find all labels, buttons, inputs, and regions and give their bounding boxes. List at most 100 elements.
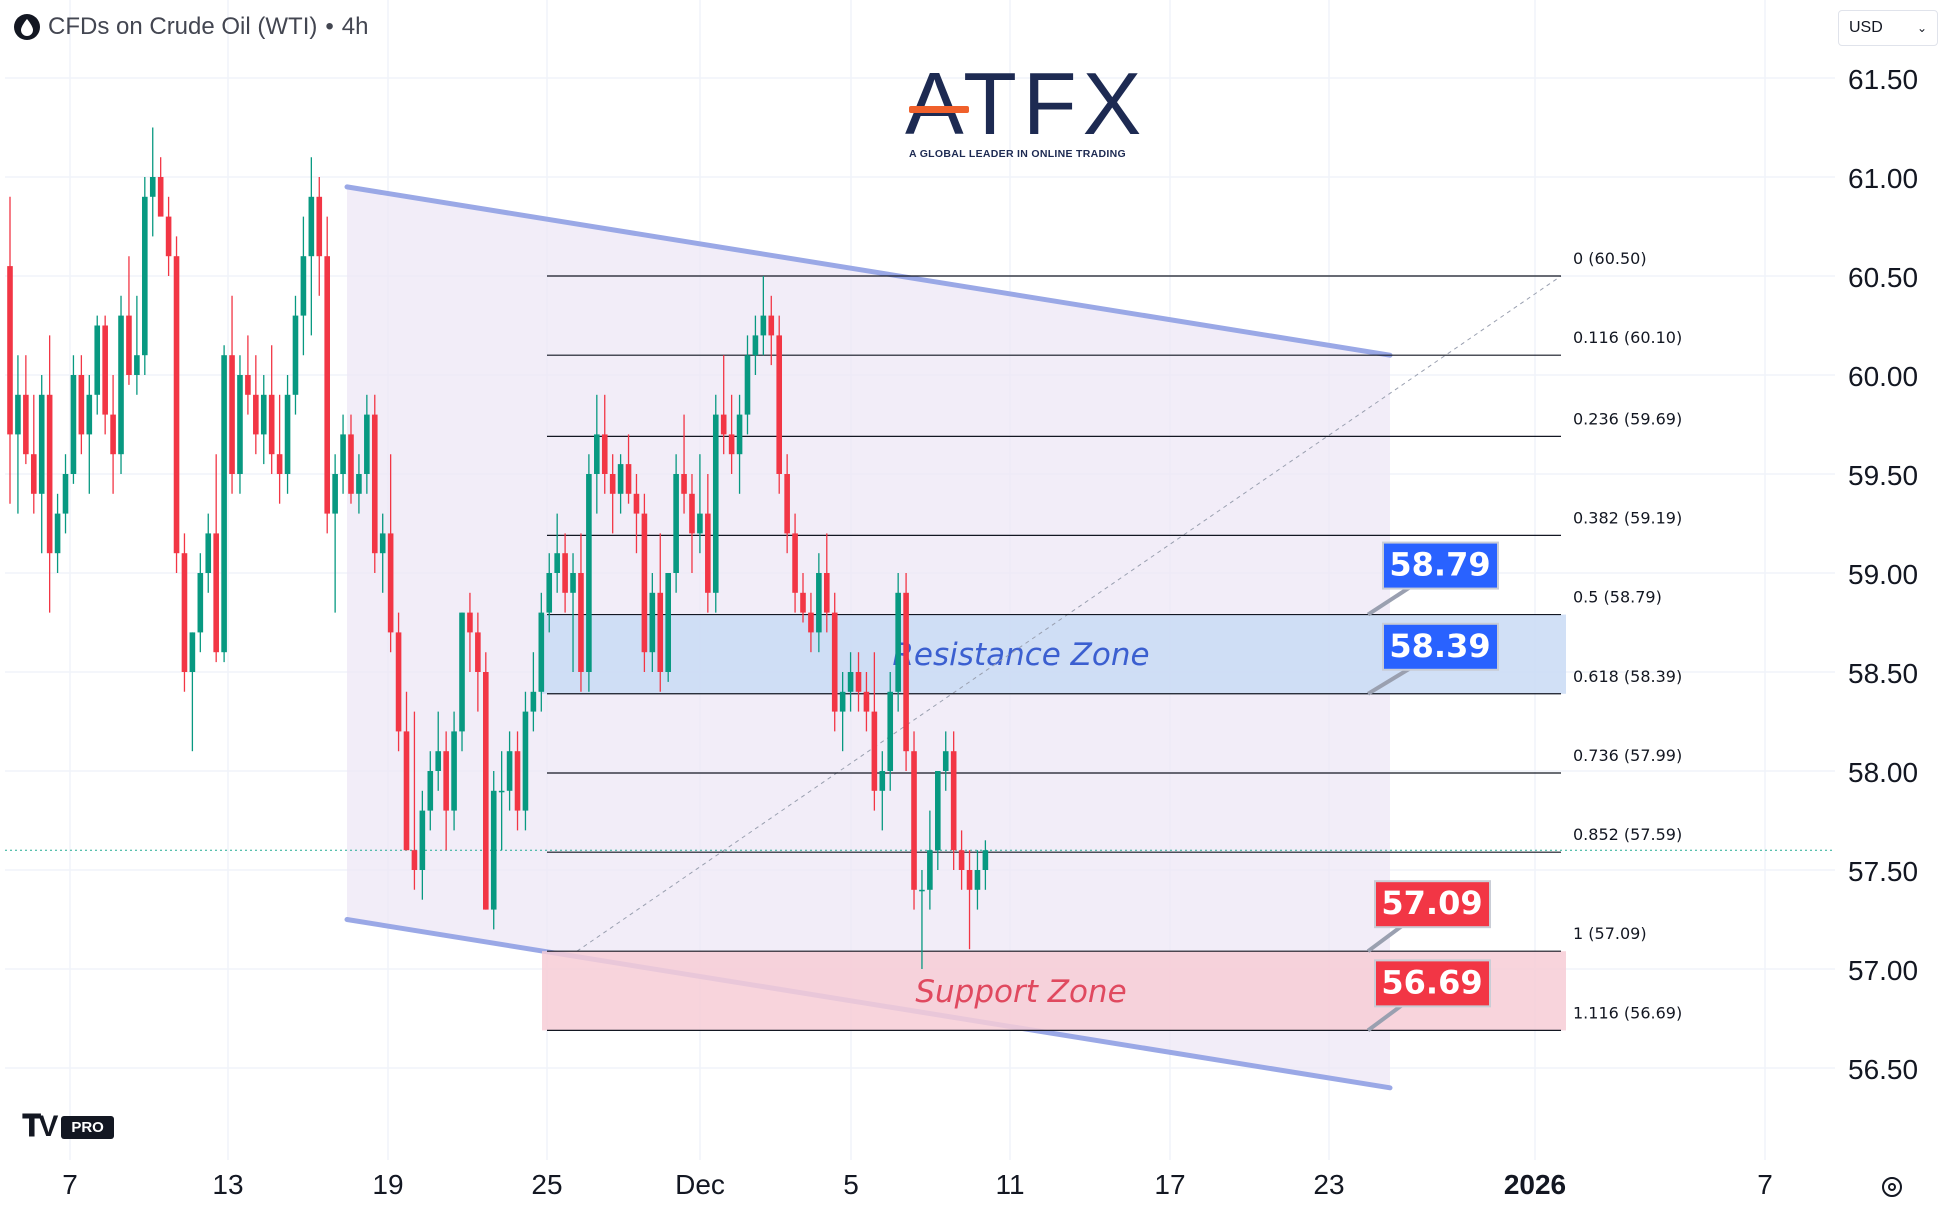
callout-box — [1382, 622, 1499, 671]
candle — [879, 751, 886, 831]
candle-body — [483, 672, 489, 910]
settings-button[interactable] — [1878, 1173, 1906, 1201]
candle-body — [863, 691, 870, 712]
candle — [816, 553, 822, 653]
candle — [245, 335, 251, 415]
candle — [942, 731, 949, 791]
price-tick-label: 57.50 — [1848, 856, 1918, 887]
candle — [800, 573, 806, 623]
candle — [855, 652, 862, 712]
candle — [871, 652, 878, 811]
oil-drop-icon — [14, 14, 40, 40]
candle-body — [443, 751, 449, 811]
candle — [823, 533, 830, 633]
candle — [475, 612, 481, 712]
candle — [506, 731, 513, 811]
time-tick-label: 11 — [995, 1169, 1024, 1200]
candle — [149, 127, 156, 237]
candle — [332, 454, 338, 613]
candle — [38, 375, 45, 554]
candle-body — [911, 751, 917, 890]
candle-body — [102, 325, 108, 415]
candle — [768, 295, 775, 366]
candle — [181, 533, 188, 692]
candle — [165, 196, 172, 276]
candle-body — [665, 573, 671, 672]
candle-body — [633, 493, 640, 514]
candle-body — [562, 553, 568, 593]
fib-trend-line — [576, 275, 1562, 952]
candle-body — [712, 414, 719, 593]
symbol-legend[interactable]: CFDs on Crude Oil (WTI) • 4h — [14, 10, 368, 44]
candle — [490, 771, 497, 930]
candle-body — [134, 355, 140, 375]
candle — [586, 454, 592, 692]
time-tick-label: 19 — [372, 1169, 403, 1200]
fib-level-label: 0.236 (59.69) — [1573, 409, 1682, 428]
time-tick-label: 25 — [531, 1169, 562, 1200]
time-tick-label: 17 — [1154, 1169, 1185, 1200]
candle-body — [625, 464, 632, 494]
candle — [911, 731, 917, 910]
tradingview-badge[interactable]: 𝐓V PRO — [22, 1110, 114, 1144]
candle — [974, 850, 981, 910]
candle-body — [784, 474, 790, 534]
candle — [673, 454, 679, 593]
candle — [950, 731, 957, 870]
candle — [443, 731, 449, 851]
candle-body — [744, 355, 751, 415]
interval-label: 4h — [341, 13, 369, 40]
candle-body — [895, 592, 901, 692]
candle — [808, 592, 814, 653]
candle-body — [213, 533, 219, 653]
candle-body — [839, 691, 846, 712]
candle-body — [760, 315, 767, 336]
currency-select[interactable]: USD ⌄ — [1838, 10, 1938, 46]
candle-body — [950, 751, 957, 851]
fib-level-label: 1 (57.09) — [1573, 924, 1647, 943]
pro-badge: PRO — [61, 1115, 114, 1139]
candle — [110, 375, 116, 494]
time-axis[interactable]: 7 13 19 25 Dec 5 11 17 23 2026 7 — [62, 1169, 1773, 1200]
candle — [609, 454, 616, 534]
fib-level-label: 0.852 (57.59) — [1573, 825, 1682, 844]
candle — [633, 474, 640, 554]
resistance-zone-label: Resistance Zone — [892, 637, 1149, 673]
candle-body — [871, 711, 878, 791]
price-axis[interactable]: 61.50 61.00 60.50 60.00 59.50 59.00 58.50 58.00… — [1848, 64, 1918, 1085]
candle — [760, 276, 767, 356]
candle-body — [165, 216, 172, 257]
candle-body — [522, 711, 529, 811]
candle — [498, 751, 505, 851]
candle — [784, 454, 790, 554]
fib-level-label: 0 (60.50) — [1573, 249, 1647, 268]
candle-body — [657, 592, 664, 672]
candle-body — [498, 790, 505, 793]
candle — [126, 256, 132, 385]
candle-body — [387, 533, 394, 633]
candle — [530, 652, 537, 732]
legend-separator: • — [325, 13, 334, 40]
candle — [205, 513, 212, 593]
candle — [348, 414, 354, 504]
candle — [451, 711, 457, 831]
candle-body — [808, 612, 814, 633]
candle-body — [855, 672, 862, 692]
candle — [689, 474, 695, 573]
time-tick-label: 7 — [62, 1169, 78, 1200]
candle — [276, 394, 283, 504]
callout-pointer — [1366, 584, 1413, 617]
candles — [7, 127, 989, 969]
candle — [887, 672, 894, 791]
fib-level-label: 0.116 (60.10) — [1573, 328, 1682, 347]
candle — [752, 315, 759, 375]
candle-body — [800, 592, 806, 613]
candle — [665, 573, 671, 682]
fibonacci-retracement[interactable]: 0 (60.50) 0.116 (60.10) 0.236 (59.69) 0.382… — [5, 249, 1832, 1031]
candle-body — [617, 464, 624, 494]
candle — [625, 434, 632, 504]
candle — [70, 355, 77, 484]
candle — [467, 592, 473, 672]
candle — [419, 790, 426, 900]
